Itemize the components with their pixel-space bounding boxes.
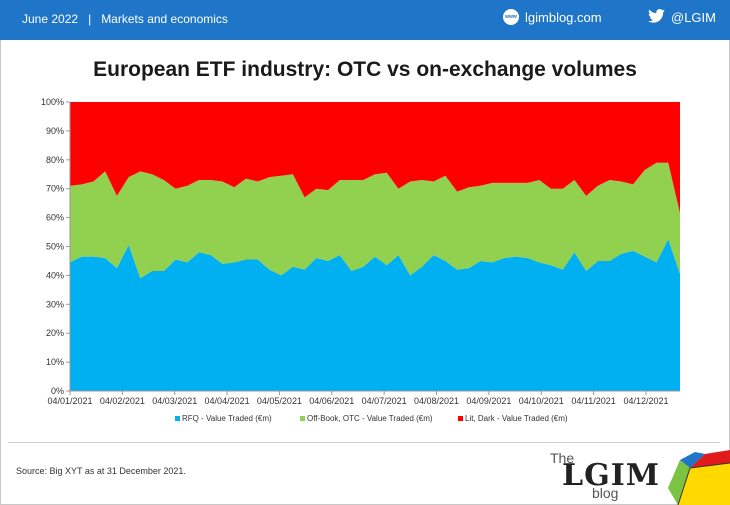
y-tick-label: 60% — [46, 213, 64, 223]
header-section: Markets and economics — [101, 12, 228, 26]
y-tick-label: 50% — [46, 242, 64, 252]
area-series-2 — [70, 102, 680, 214]
y-tick-label: 80% — [46, 155, 64, 165]
y-tick-label: 40% — [46, 270, 64, 280]
chart-title: European ETF industry: OTC vs on-exchang… — [93, 58, 637, 81]
lgim-blog-logo: The LGIM blog — [530, 448, 730, 505]
legend-label-1: Off-Book, OTC - Value Traded (€m) — [307, 414, 433, 423]
x-tick-label: 04/08/2021 — [414, 396, 459, 406]
x-tick-label: 04/09/2021 — [466, 396, 511, 406]
header-bar: June 2022 | Markets and economics www lgim… — [0, 0, 730, 40]
legend-swatch-0 — [175, 416, 180, 421]
area-series-0 — [70, 239, 680, 391]
x-tick-label: 04/04/2021 — [205, 396, 250, 406]
umbrella-icon — [668, 450, 730, 505]
blog-link[interactable]: www lgimblog.com — [503, 9, 602, 25]
x-tick-label: 04/05/2021 — [257, 396, 302, 406]
y-tick-label: 10% — [46, 357, 64, 367]
logo-the: The — [550, 450, 575, 466]
logo-brand: LGIM — [562, 458, 660, 493]
x-tick-label: 04/07/2021 — [362, 396, 407, 406]
x-tick-label: 04/02/2021 — [100, 396, 145, 406]
twitter-bird-icon — [648, 9, 665, 26]
blog-site-label: lgimblog.com — [525, 9, 602, 25]
source-note: Source: Big XYT as at 31 December 2021. — [16, 466, 186, 476]
x-tick-label: 04/10/2021 — [519, 396, 564, 406]
chart-area: 0% 10% 20% 30% 40% 50% 60% 70% 80% 90% 100% 04/01/2… — [41, 97, 680, 423]
legend-label-2: Lit, Dark - Value Traded (€m) — [465, 414, 568, 423]
x-tick-label: 04/01/2021 — [47, 396, 92, 406]
y-tick-label: 20% — [46, 328, 64, 338]
logo-blog: blog — [592, 485, 619, 501]
header-separator: | — [88, 12, 92, 26]
y-tick-label: 30% — [46, 299, 64, 309]
area-series-1 — [70, 162, 680, 279]
header-left: June 2022 | Markets and economics — [22, 12, 228, 26]
x-tick-label: 04/03/2021 — [152, 396, 197, 406]
globe-icon: www — [503, 9, 519, 25]
legend-swatch-2 — [458, 416, 463, 421]
header-date: June 2022 — [22, 12, 79, 26]
x-tick-label: 04/06/2021 — [309, 396, 354, 406]
x-tick-label: 04/12/2021 — [623, 396, 668, 406]
twitter-link[interactable]: @LGIM — [648, 9, 716, 26]
y-tick-label: 0% — [51, 386, 64, 396]
legend-label-0: RFQ - Value Traded (€m) — [182, 414, 272, 423]
y-tick-label: 100% — [41, 97, 64, 107]
y-tick-label: 70% — [46, 184, 64, 194]
legend-swatch-1 — [300, 416, 305, 421]
x-tick-label: 04/11/2021 — [571, 396, 615, 406]
footer-divider — [8, 442, 720, 443]
y-tick-label: 90% — [46, 126, 64, 136]
twitter-handle: @LGIM — [671, 10, 716, 25]
